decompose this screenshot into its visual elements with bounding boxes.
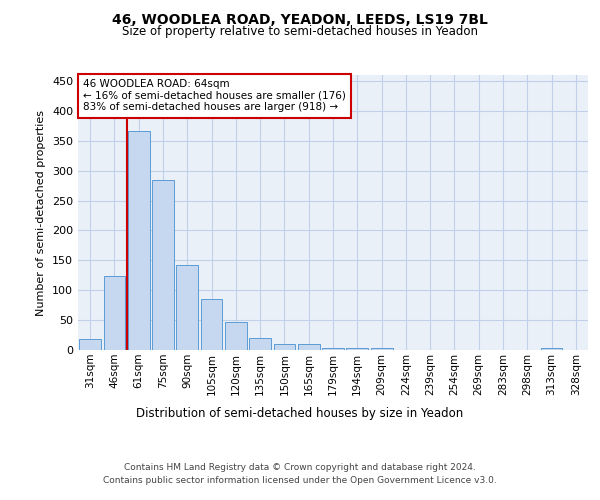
Text: 46 WOODLEA ROAD: 64sqm
← 16% of semi-detached houses are smaller (176)
83% of se: 46 WOODLEA ROAD: 64sqm ← 16% of semi-det… [83, 79, 346, 112]
Bar [249, 338, 271, 350]
Bar [346, 348, 368, 350]
Bar [128, 130, 149, 350]
Bar [322, 348, 344, 350]
Bar [371, 348, 392, 350]
Bar [298, 344, 320, 350]
Bar [79, 338, 101, 350]
Y-axis label: Number of semi-detached properties: Number of semi-detached properties [37, 110, 46, 316]
Bar [274, 344, 295, 350]
Bar [104, 276, 125, 350]
Bar [225, 322, 247, 350]
Text: Contains HM Land Registry data © Crown copyright and database right 2024.: Contains HM Land Registry data © Crown c… [124, 462, 476, 471]
Bar [541, 348, 562, 350]
Bar [200, 298, 223, 350]
Text: Size of property relative to semi-detached houses in Yeadon: Size of property relative to semi-detach… [122, 25, 478, 38]
Bar [152, 180, 174, 350]
Text: Contains public sector information licensed under the Open Government Licence v3: Contains public sector information licen… [103, 476, 497, 485]
Text: Distribution of semi-detached houses by size in Yeadon: Distribution of semi-detached houses by … [136, 408, 464, 420]
Text: 46, WOODLEA ROAD, YEADON, LEEDS, LS19 7BL: 46, WOODLEA ROAD, YEADON, LEEDS, LS19 7B… [112, 12, 488, 26]
Bar [176, 265, 198, 350]
